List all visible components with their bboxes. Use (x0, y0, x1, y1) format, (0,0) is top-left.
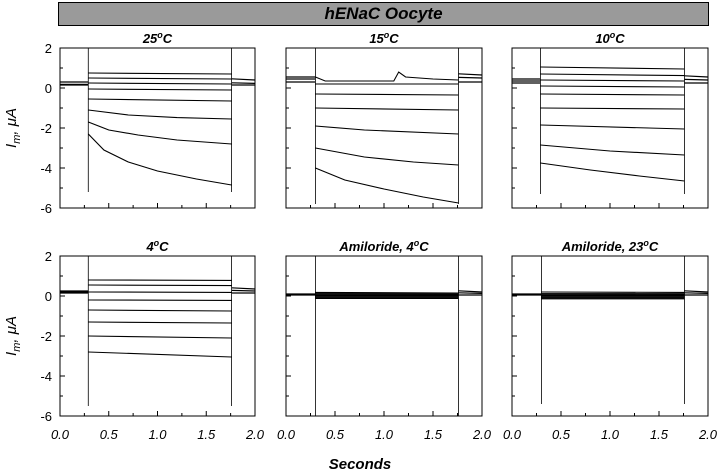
baseline-trace-post (231, 287, 256, 290)
current-trace-2 (88, 284, 232, 287)
baseline-trace-post (458, 76, 483, 79)
x-tick-label: 0.5 (326, 427, 345, 442)
x-tick-label: 2.0 (245, 427, 265, 442)
panel-title: Amiloride, 23oC (561, 238, 659, 254)
current-trace-1 (88, 72, 232, 75)
figure-banner-title: hENaC Oocyte (58, 2, 709, 26)
panel-frame (511, 47, 709, 209)
current-trace-7 (88, 335, 232, 339)
x-axis-label: Seconds (328, 456, 392, 473)
y-tick-label: 0 (45, 81, 52, 96)
y-tick-label: -4 (40, 161, 52, 176)
baseline-trace-post (231, 78, 256, 81)
y-tick-label: 2 (45, 41, 52, 56)
current-trace-3 (315, 93, 459, 96)
current-trace-2 (540, 73, 685, 77)
y-tick-label: -2 (40, 121, 52, 136)
noise-band (315, 293, 459, 299)
x-tick-label: 1.5 (197, 427, 216, 442)
baseline-trace-post (684, 292, 709, 294)
current-trace-6 (88, 321, 232, 324)
current-trace-8 (540, 144, 685, 156)
current-trace-4 (315, 107, 459, 111)
x-tick-label: 1.5 (424, 427, 443, 442)
panel-2: 15oC (285, 30, 483, 209)
current-trace-6 (315, 147, 459, 166)
current-trace-3 (88, 82, 232, 85)
noise-band (541, 293, 685, 299)
y-tick-label: -6 (40, 409, 52, 424)
current-trace-1 (540, 66, 685, 70)
y-tick-label: -4 (40, 369, 52, 384)
baseline-trace-post (458, 292, 483, 294)
current-trace-6 (540, 107, 685, 110)
x-tick-label: 0.0 (51, 427, 70, 442)
panel-4: 2 0 -2 -4 -6 0.0 0.5 1.0 1.5 2.0 4oC (40, 238, 264, 442)
baseline-trace-post (684, 78, 709, 81)
current-trace-2 (88, 77, 232, 80)
x-tick-label: 0.0 (503, 427, 522, 442)
x-tick-label: 2.0 (472, 427, 492, 442)
y-tick-label: -6 (40, 201, 52, 216)
x-tick-label: 0.0 (277, 427, 296, 442)
panel-title: 25oC (142, 30, 173, 46)
current-trace-1 (315, 291, 459, 294)
x-tick-label: 1.5 (650, 427, 669, 442)
x-tick-label: 0.5 (100, 427, 119, 442)
current-trace-7 (315, 167, 459, 204)
baseline-trace-post (231, 82, 256, 84)
panel-3: 10oC (511, 30, 709, 209)
baseline-trace-post (458, 290, 483, 293)
panel-1: 2 0 -2 -4 -6 25oC (40, 30, 256, 216)
y-axis-label: Im, μA (3, 316, 23, 356)
current-trace-9 (540, 162, 685, 182)
y-tick-label: 0 (45, 289, 52, 304)
y-axis-label: Im, μA (3, 108, 23, 148)
current-trace-1 (315, 71, 459, 82)
x-tick-label: 2.0 (698, 427, 718, 442)
baseline-trace-post (458, 73, 483, 76)
baseline-trace-post (684, 75, 709, 78)
panel-6: 0.0 0.5 1.0 1.5 2.0 Amiloride, 23oC (503, 238, 718, 442)
current-trace-8 (88, 351, 232, 358)
current-trace-4 (88, 88, 232, 91)
panel-title: 10oC (595, 30, 625, 46)
panel-title: Amiloride, 4oC (338, 238, 429, 254)
current-trace-3 (540, 79, 685, 82)
current-trace-6 (88, 109, 232, 120)
current-trace-5 (315, 125, 459, 135)
panel-title: 4oC (145, 238, 169, 254)
current-trace-4 (540, 85, 685, 88)
current-trace-5 (88, 98, 232, 102)
y-tick-label: -2 (40, 329, 52, 344)
baseline-trace-post (684, 290, 709, 293)
x-tick-label: 1.0 (601, 427, 620, 442)
x-tick-label: 1.0 (375, 427, 394, 442)
baseline-trace-post (231, 289, 256, 292)
y-tick-label: 2 (45, 249, 52, 264)
current-trace-7 (88, 121, 232, 145)
panel-title: 15oC (369, 30, 399, 46)
x-tick-label: 0.5 (552, 427, 571, 442)
current-trace-8 (87, 133, 232, 186)
current-trace-5 (540, 93, 685, 96)
panel-5: 0.0 0.5 1.0 1.5 2.0 Amiloride, 4oC (277, 238, 492, 442)
current-trace-7 (540, 124, 685, 130)
current-trace-5 (88, 309, 232, 312)
x-tick-label: 1.0 (148, 427, 167, 442)
